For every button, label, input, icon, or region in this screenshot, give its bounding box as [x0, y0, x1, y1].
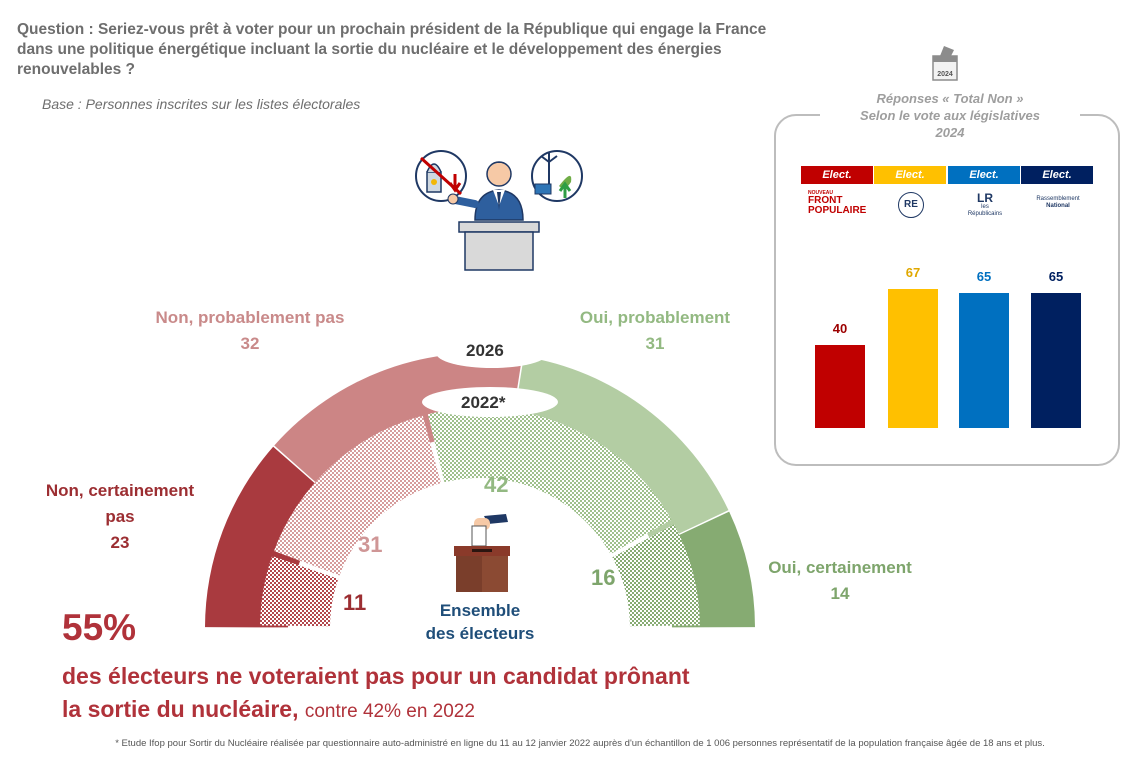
label-oui-certainement-text: Oui, certainement [768, 558, 912, 577]
year-2022-badge [422, 387, 558, 417]
center-label: Ensemble des électeurs [400, 599, 560, 645]
side-title-line1: Réponses « Total Non » [876, 91, 1024, 106]
logo-lr-text1: les [981, 204, 989, 210]
label-oui-probablement: Oui, probablement 31 [550, 305, 760, 357]
side-title-line3: 2024 [935, 125, 965, 140]
bar-value-re: 67 [905, 264, 921, 280]
year-2022-label: 2022* [461, 393, 506, 412]
headline-line1: des électeurs ne voteraient pas pour un … [62, 663, 690, 689]
elect-tag-lr: Elect. [948, 166, 1020, 184]
elect-tag-re: Elect. [874, 166, 946, 184]
ballot-box-icon [454, 514, 510, 592]
logo-rn-line1: Rassemblement [1036, 196, 1080, 202]
logo-lr-text2: Républicains [967, 211, 1003, 217]
year-2026-label: 2026 [466, 341, 504, 360]
footnote: * Etude Ifop pour Sortir du Nucléaire ré… [115, 738, 1045, 749]
value-non-certainement-2026: 23 [110, 533, 130, 552]
logo-lr: LR les Républicains [948, 190, 1022, 224]
headline-contre: contre 42% en 2022 [304, 701, 475, 722]
arc-2022-oui-certainement [612, 524, 700, 627]
headline-line2: la sortie du nucléaire, [62, 696, 299, 722]
bar-re [888, 288, 938, 428]
center-label-line2: des électeurs [425, 624, 535, 643]
headline-text: des électeurs ne voteraient pas pour un … [62, 660, 802, 728]
side-title-line2: Selon le vote aux législatives [860, 108, 1040, 123]
bar-lr [959, 292, 1009, 428]
bar-value-rn: 65 [1048, 268, 1064, 284]
question-text: Question : Seriez-vous prêt à voter pour… [17, 21, 767, 78]
calendar-year: 2024 [937, 71, 953, 78]
bar-value-front-populaire: 40 [832, 320, 848, 336]
logo-fp-line2: POPULAIRE [808, 205, 867, 216]
bar-front-populaire [815, 344, 865, 428]
value-oui-certainement-2026: 14 [830, 584, 850, 603]
logo-fp-line1: FRONT [808, 195, 843, 206]
elect-tag-rn: Elect. [1021, 166, 1093, 184]
headline-percentage: 55% [62, 607, 137, 648]
logo-rn-line2: National [1046, 203, 1070, 209]
label-non-certainement-line1: Non, certainement [45, 481, 195, 500]
value-oui-probablement-2026: 31 [645, 334, 665, 353]
arc-2022-non-probablement [273, 415, 441, 576]
label-oui-certainement: Oui, certainement 14 [740, 555, 940, 607]
logo-re-text: RE [898, 192, 924, 218]
center-label-line1: Ensemble [439, 601, 521, 620]
elect-tag-nfp: Elect. [801, 166, 873, 184]
value-non-probablement-2026: 32 [240, 334, 260, 353]
value-oui-probablement-2022: 42 [484, 472, 509, 497]
label-non-certainement-line2: pas [105, 507, 135, 526]
arc-2026-oui-probablement [510, 356, 729, 546]
logo-rn: Rassemblement National [1021, 190, 1095, 224]
label-non-probablement: Non, probablement pas 32 [130, 305, 370, 357]
value-oui-certainement-2022: 16 [591, 565, 616, 590]
bar-rn [1031, 292, 1081, 428]
arc-2022-non-certainement [260, 555, 339, 627]
label-oui-probablement-text: Oui, probablement [579, 308, 731, 327]
logo-front-populaire: NOUVEAU FRONT POPULAIRE [800, 190, 874, 224]
label-non-certainement: Non, certainement pas 23 [20, 478, 220, 556]
calendar-ballot-icon: 2024 [932, 46, 958, 81]
side-bar-chart: 40 67 65 65 [800, 224, 1100, 428]
value-non-certainement-2022: 11 [343, 590, 367, 615]
label-non-probablement-text: Non, probablement pas [155, 308, 345, 327]
logo-re: RE [874, 190, 948, 224]
base-text: Base : Personnes inscrites sur les liste… [42, 96, 361, 112]
arc-2026-non-certainement [205, 446, 336, 628]
arc-2022-oui-probablement [427, 407, 672, 555]
year-2026-badge [436, 338, 548, 368]
side-chart-title: Réponses « Total Non » Selon le vote aux… [820, 90, 1080, 141]
value-non-probablement-2022: 31 [358, 532, 383, 557]
logo-lr-mark: LR [977, 191, 993, 205]
logo-fp-small: NOUVEAU [808, 190, 834, 196]
candidate-podium-icon [415, 150, 583, 271]
bar-value-lr: 65 [976, 268, 992, 284]
